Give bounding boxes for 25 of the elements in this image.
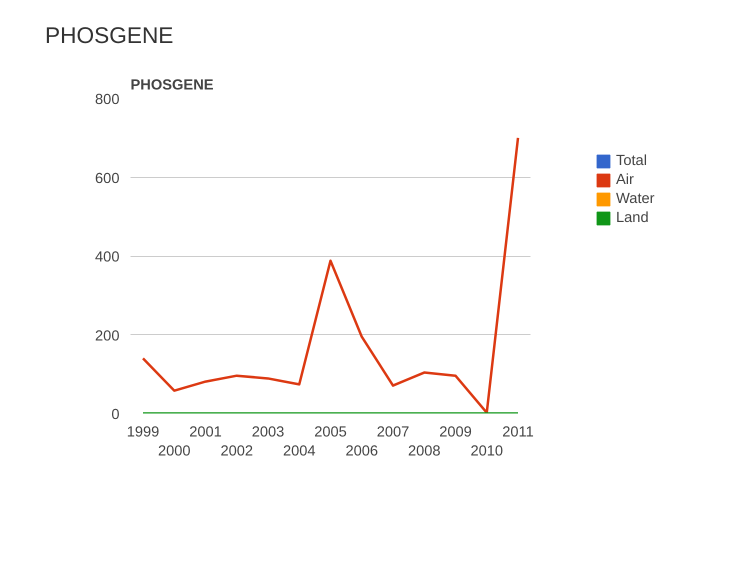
legend-label: Air	[616, 172, 635, 188]
x-tick-label: 2009	[439, 424, 472, 440]
x-tick-label: 1999	[126, 424, 160, 440]
legend-label: Water	[616, 191, 655, 207]
x-tick-label: 2003	[252, 424, 284, 440]
x-tick-label: 2002	[220, 444, 254, 460]
x-tick-label: 2006	[345, 444, 378, 460]
y-tick-label: 0	[111, 407, 120, 423]
x-tick-label: 2005	[314, 424, 347, 440]
x-tick-label: 2011	[502, 424, 534, 440]
y-tick-label: 200	[95, 328, 120, 344]
legend-label: Land	[616, 210, 649, 226]
y-tick-label: 400	[95, 250, 120, 266]
legend-label: Total	[616, 153, 647, 169]
x-tick-label: 2000	[158, 444, 191, 460]
x-tick-label: 2010	[470, 444, 504, 460]
y-tick-label: 800	[95, 92, 120, 108]
x-tick-label: 2001	[189, 424, 222, 440]
chart-subtitle: PHOSGENE	[130, 78, 214, 94]
x-tick-label: 2004	[282, 444, 316, 460]
x-tick-label: 2007	[376, 424, 410, 440]
chart-title: PHOSGENE	[45, 21, 174, 50]
line-series	[142, 136, 520, 414]
x-tick-label: 2008	[408, 444, 441, 460]
y-tick-label: 600	[95, 170, 120, 187]
